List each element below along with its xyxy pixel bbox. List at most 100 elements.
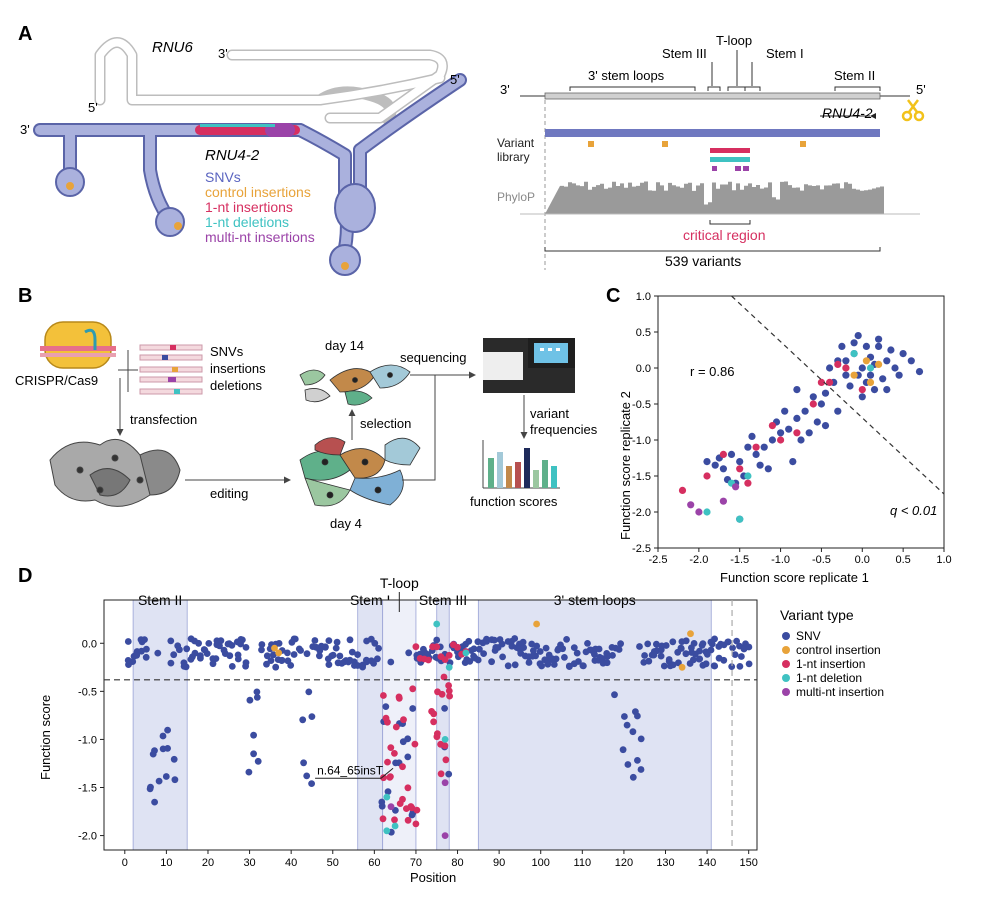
point-snv (354, 651, 361, 658)
point-snv (595, 645, 603, 653)
point-snv (209, 660, 217, 668)
point-1-nt-insertion (441, 742, 449, 750)
x-tick-label: 150 (740, 857, 758, 869)
legend-marker-1nt-deletion (782, 674, 790, 682)
point-snv (405, 649, 413, 657)
workflow-diagram: CRISPR/Cas9 SNVs insertions deletions tr… (15, 321, 598, 531)
point-snv (316, 652, 323, 660)
point-multi-nt-insertion (387, 803, 395, 811)
point-snv (748, 432, 756, 440)
point-snv (300, 759, 307, 767)
point-snv (764, 465, 772, 473)
point-snv (167, 659, 175, 667)
point-snv (538, 662, 545, 670)
variant-library-line2: library (497, 150, 530, 164)
point-snv (404, 753, 412, 761)
panel-d-xlabel: Position (410, 870, 456, 885)
legend-1nt-deletion: 1-nt deletion (796, 671, 862, 685)
point-snv (724, 638, 732, 646)
point-snv (619, 746, 627, 754)
point-snv (785, 425, 793, 433)
total-variants-label: 539 variants (665, 253, 741, 269)
point-snv (813, 418, 821, 426)
point-snv (842, 357, 850, 365)
point-snv (511, 661, 519, 669)
point-snv (862, 342, 871, 350)
x-tick-label: 130 (656, 857, 674, 869)
point-1-nt-insertion (430, 710, 438, 718)
point-1-nt-insertion (752, 443, 760, 451)
point-snv (809, 393, 817, 401)
rnu4-label: RNU4-2 (205, 147, 260, 164)
point-snv (695, 655, 703, 663)
point-snv (641, 652, 648, 659)
point-snv (167, 637, 175, 645)
point-snv (624, 761, 632, 768)
point-snv (476, 645, 483, 653)
point-1-nt-insertion (438, 690, 446, 698)
point-snv (470, 645, 478, 653)
point-1-nt-insertion (719, 450, 728, 458)
callout-line (315, 767, 394, 779)
point-snv (164, 726, 172, 734)
variant-library-line1: Variant (497, 136, 535, 150)
point-snv (636, 643, 643, 650)
sequencer-icon (483, 338, 575, 393)
point-snv (299, 716, 307, 724)
point-snv (133, 651, 141, 659)
point-1-nt-deletion (383, 793, 391, 801)
editing-label: editing (210, 486, 248, 501)
point-1-nt-insertion (777, 436, 785, 444)
track-region-stem-iii: Stem III (662, 46, 707, 61)
day4-label: day 4 (330, 516, 362, 531)
point-snv (272, 663, 280, 671)
point-snv (226, 652, 234, 660)
point-snv (768, 436, 777, 444)
x-tick-label: 80 (451, 857, 463, 869)
point-control-insertion (862, 357, 871, 365)
y-tick-label: 0.0 (636, 363, 651, 375)
point-snv (875, 342, 883, 350)
point-1-nt-insertion (445, 687, 453, 695)
point-snv (858, 364, 866, 372)
point-snv (696, 647, 703, 655)
point-snv (669, 661, 677, 669)
y-tick-label: -1.5 (78, 783, 97, 795)
panel-letter-a: A (18, 23, 32, 45)
point-snv (311, 637, 319, 644)
point-1-nt-insertion (437, 770, 445, 778)
point-snv (536, 648, 544, 655)
point-snv (491, 636, 498, 644)
scissors-icon (901, 99, 925, 122)
point-multi-nt-insertion (441, 832, 449, 839)
x-tick-label: 120 (615, 857, 633, 869)
lib-insertions-label: insertions (210, 361, 266, 376)
x-tick-label: 0.0 (855, 554, 870, 566)
point-snv (250, 750, 257, 758)
x-tick-label: -2.0 (689, 554, 708, 566)
correlation-label: r = 0.86 (690, 364, 734, 379)
y-tick-label: 0.0 (82, 638, 97, 650)
point-snv (533, 642, 541, 650)
point-snv (777, 429, 785, 437)
structure-legend: SNVs control insertions 1-nt insertions … (205, 169, 315, 245)
point-snv (744, 443, 752, 451)
point-1-nt-insertion (454, 643, 461, 651)
point-snv (329, 651, 337, 659)
point-snv (720, 656, 728, 664)
legend-1nt-insertion: 1-nt insertion (796, 657, 865, 671)
point-1-nt-insertion (842, 364, 850, 372)
point-snv (887, 346, 895, 354)
point-snv (629, 728, 637, 736)
x-tick-label: 1.0 (936, 554, 951, 566)
point-snv (675, 659, 682, 667)
phylop-label: PhyloP (497, 190, 535, 204)
point-snv (879, 375, 887, 383)
point-snv (263, 652, 271, 660)
point-control-insertion (678, 663, 686, 671)
point-1-nt-insertion (392, 723, 400, 731)
x-tick-label: -2.5 (649, 554, 668, 566)
point-snv (332, 644, 340, 652)
point-1-nt-insertion (386, 773, 394, 781)
point-1-nt-insertion (413, 806, 421, 814)
